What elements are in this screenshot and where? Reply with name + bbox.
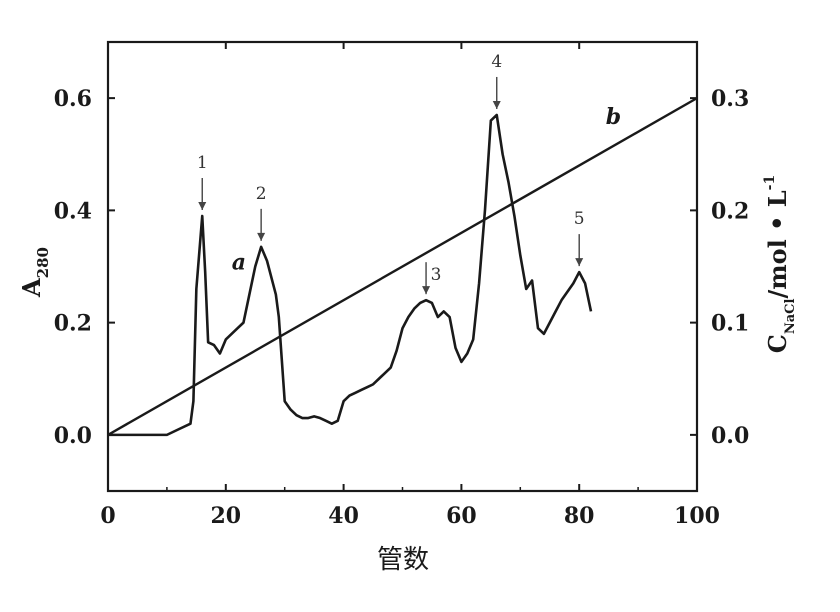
y-left-title-sub: 280 xyxy=(34,247,52,278)
peak-arrowhead xyxy=(492,100,501,109)
series-b-label: b xyxy=(606,104,621,130)
y-left-title-main: A xyxy=(17,278,46,298)
y-right-tick-label: 0.3 xyxy=(711,86,749,112)
y-right-tick-label: 0.1 xyxy=(711,311,749,337)
x-tick-label: 0 xyxy=(100,503,115,529)
peak-label-5: 5 xyxy=(574,209,585,229)
y-right-tick-label: 0.0 xyxy=(711,423,749,449)
x-axis-title: 管数 xyxy=(377,545,429,575)
x-tick-label: 60 xyxy=(446,503,477,529)
y-axis-left-title: A280 xyxy=(17,247,52,298)
series-group: ab xyxy=(107,97,698,437)
annotations: 1 2 3 4 5 xyxy=(197,52,585,295)
x-tick-label: 40 xyxy=(328,503,359,529)
peak-label-4: 4 xyxy=(491,52,502,72)
y-right-title-unit: /mol • L xyxy=(763,190,792,298)
svg-text:A280: A280 xyxy=(17,247,52,298)
series-a-label: a xyxy=(232,249,246,275)
axes: 0 20 40 60 80 100 0.0 0.2 0.4 0.6 0.0 0.1 0.2 0.3 xyxy=(54,40,749,529)
peak-arrowhead xyxy=(257,232,266,241)
y-right-title-sup: -1 xyxy=(762,175,778,191)
svg-text:CNaCl/mol • L-1: CNaCl/mol • L-1 xyxy=(762,175,798,353)
x-tick-label: 100 xyxy=(674,503,720,529)
x-tick-label: 20 xyxy=(210,503,241,529)
peak-label-3: 3 xyxy=(431,265,442,285)
y-left-tick-label: 0.2 xyxy=(54,311,92,337)
x-tick-label: 80 xyxy=(564,503,595,529)
y-right-tick-label: 0.2 xyxy=(711,198,749,224)
peak-arrowhead xyxy=(198,201,207,210)
y-right-title-sub: NaCl xyxy=(783,298,798,334)
peak-arrowhead xyxy=(422,286,431,295)
y-left-tick-label: 0.0 xyxy=(54,423,92,449)
y-right-title-main: C xyxy=(763,334,792,353)
series-a-line xyxy=(108,113,593,437)
peak-label-1: 1 xyxy=(197,153,208,173)
series-b-line xyxy=(107,97,698,436)
y-axis-right-title: CNaCl/mol • L-1 xyxy=(762,175,798,353)
y-left-tick-label: 0.4 xyxy=(54,198,92,224)
y-left-tick-label: 0.6 xyxy=(54,86,92,112)
peak-label-2: 2 xyxy=(256,184,267,204)
peak-arrowhead xyxy=(575,258,584,267)
